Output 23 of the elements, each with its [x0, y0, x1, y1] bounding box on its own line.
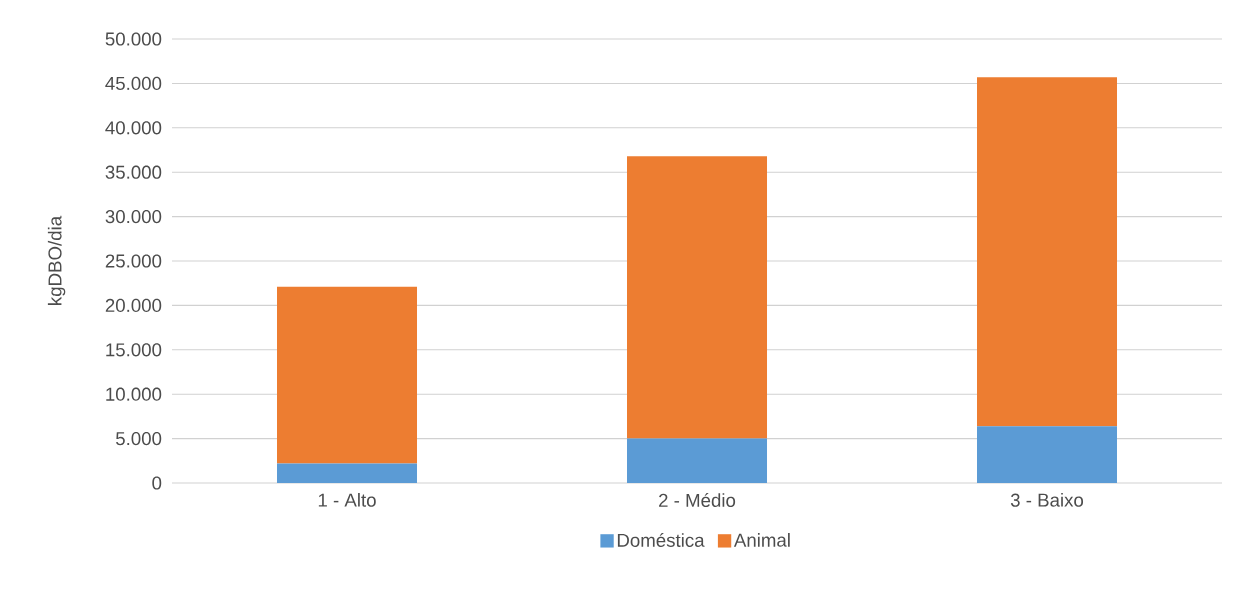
x-tick-label: 3 - Baixo: [1010, 493, 1084, 507]
bar: [277, 286, 418, 464]
y-tick-label: 35.000: [105, 165, 162, 179]
y-tick-label: 25.000: [105, 254, 162, 268]
y-tick-label: 45.000: [105, 76, 162, 91]
y-tick-label: 5.000: [116, 431, 162, 446]
bar: [627, 156, 768, 439]
legend-label: Doméstica: [617, 532, 705, 547]
y-tick-label: 20.000: [105, 298, 162, 313]
y-tick-label: 0: [152, 476, 162, 490]
x-tick-label: 2 - Médio: [659, 493, 736, 507]
bar: [277, 463, 418, 483]
y-axis-title: kgDBO/dia: [47, 215, 66, 305]
legend-label: Animal: [733, 533, 790, 547]
bar: [977, 426, 1117, 483]
y-tick-label: 40.000: [105, 121, 162, 135]
bar: [627, 438, 768, 483]
x-tick-label: 1 - Alto: [318, 493, 376, 507]
y-tick-label: 30.000: [105, 209, 162, 224]
y-tick-label: 15.000: [106, 343, 162, 357]
y-tick-label: 50.000: [105, 32, 162, 46]
bar: [977, 77, 1117, 427]
y-tick-label: 10.000: [106, 387, 162, 401]
